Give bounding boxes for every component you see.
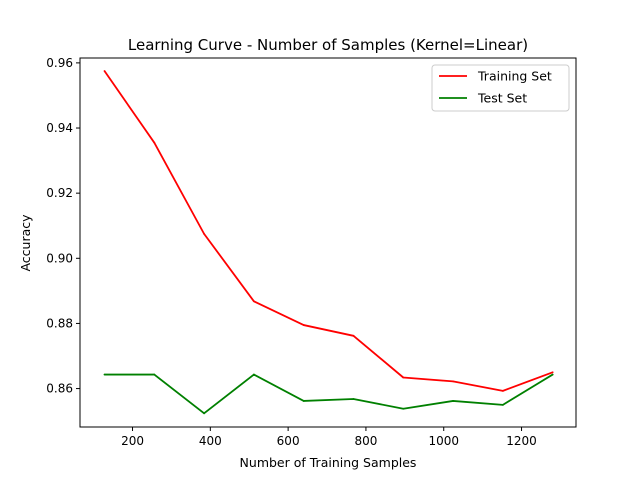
data-point-training-set [252, 300, 255, 303]
data-point-test-set [452, 400, 454, 402]
x-tick-label: 800 [354, 434, 377, 448]
x-tick-label: 1200 [506, 434, 537, 448]
data-point-training-set [402, 376, 405, 379]
y-tick-label: 0.86 [46, 382, 73, 396]
legend: Training Set Test Set [431, 64, 570, 112]
x-tick-label: 200 [121, 434, 144, 448]
y-tick-label: 0.90 [46, 251, 73, 265]
data-point-training-set [153, 141, 156, 144]
data-point-test-set [302, 400, 305, 402]
data-point-training-set [103, 70, 106, 72]
y-axis-label: Accuracy [18, 214, 33, 272]
data-point-test-set [103, 373, 106, 376]
series-line-test-set [104, 373, 554, 415]
data-point-test-set [551, 373, 554, 376]
y-tick-label: 0.92 [46, 186, 73, 200]
data-point-training-set [501, 389, 504, 392]
data-point-training-set [551, 371, 554, 374]
tick-layer: 200 400 600 800 1000 1200 0.86 0.88 0.90 0.92 0.94… [46, 56, 537, 448]
y-tick-label: 0.94 [46, 121, 73, 135]
y-tick-label: 0.88 [46, 316, 73, 330]
plot-frame [79, 57, 577, 428]
data-point-training-set [452, 380, 454, 383]
x-tick-label: 400 [199, 434, 222, 448]
series-layer [103, 70, 554, 415]
y-tick-label: 0.96 [46, 56, 73, 70]
data-point-training-set [352, 334, 355, 337]
legend-label-training-set: Training Set [477, 69, 552, 84]
data-point-test-set [153, 373, 156, 376]
legend-label-test-set: Test Set [477, 91, 527, 106]
data-point-test-set [501, 403, 504, 406]
data-point-training-set [302, 324, 305, 326]
x-axis-label: Number of Training Samples [240, 455, 417, 470]
x-tick-label: 600 [277, 434, 300, 448]
series-line-training-set [103, 70, 553, 392]
chart-title: Learning Curve - Number of Samples (Kern… [128, 36, 528, 54]
data-point-training-set [203, 232, 205, 235]
data-point-test-set [203, 412, 205, 415]
data-point-test-set [402, 407, 405, 410]
data-point-test-set [252, 373, 255, 376]
data-point-test-set [352, 398, 355, 400]
x-tick-label: 1000 [428, 434, 459, 448]
